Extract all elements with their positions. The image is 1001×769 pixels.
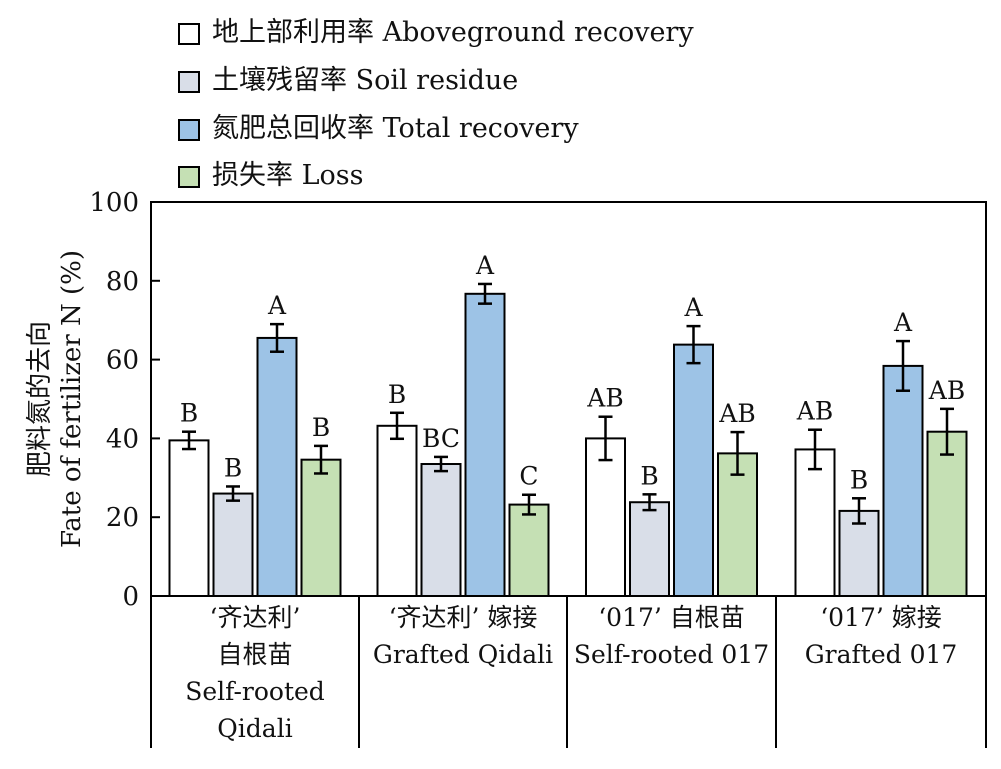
significance-letter: AB: [796, 397, 833, 426]
y-axis-title-cn: 肥料氮的去向: [25, 321, 55, 477]
bar: [420, 463, 462, 598]
bar: [212, 492, 254, 597]
significance-letter: A: [267, 291, 287, 320]
category-label: ‘齐达利’ 嫁接: [389, 603, 538, 632]
significance-letter: AB: [928, 376, 965, 405]
bar: [464, 292, 506, 597]
bar: [629, 501, 670, 597]
legend-label-soil-residue: 土壤残留率 Soil residue: [212, 65, 519, 96]
category-label: Qidali: [217, 714, 292, 743]
significance-letter: B: [312, 413, 330, 442]
bar: [168, 439, 210, 597]
y-tick-label: 20: [106, 503, 139, 533]
bar: [882, 364, 924, 597]
bar: [926, 430, 968, 597]
significance-letter: A: [683, 293, 703, 322]
legend-label-total-recovery: 氮肥总回收率 Total recovery: [212, 113, 579, 144]
legend-swatch-loss: [178, 166, 200, 188]
category-label: Grafted Qidali: [373, 640, 553, 669]
bar: [838, 509, 880, 597]
category-label: Grafted 017: [805, 640, 958, 669]
bar: [256, 336, 298, 597]
bar: [508, 503, 550, 598]
significance-letter: C: [519, 462, 538, 491]
category-label: ‘017’ 嫁接: [820, 603, 942, 632]
legend-swatch-total-recovery: [178, 119, 200, 141]
bar: [673, 343, 714, 597]
y-tick-label: 60: [106, 346, 139, 376]
category-label: 自根苗: [217, 640, 292, 669]
bar: [717, 452, 758, 598]
legend-label-loss: 损失率 Loss: [212, 160, 364, 191]
significance-letter: B: [640, 461, 658, 490]
significance-letter: B: [850, 465, 868, 494]
bar: [376, 424, 418, 597]
chart-labels: ‘齐达利’ 自根苗 Self-rooted Qidali ‘齐达利’ 嫁接 Grafted…: [180, 251, 965, 743]
y-tick-label: 100: [89, 188, 139, 218]
category-label: Self-rooted: [185, 677, 325, 706]
chart-bars: [168, 282, 968, 598]
legend-swatch-aboveground: [178, 23, 200, 45]
significance-letter: B: [388, 380, 406, 409]
legend-swatch-soil-residue: [178, 71, 200, 93]
significance-letter: BC: [422, 424, 460, 453]
bar: [300, 458, 342, 597]
category-label: Self-rooted 017: [574, 640, 769, 669]
y-tick-label: 80: [106, 267, 139, 297]
legend-label-aboveground: 地上部利用率 Aboveground recovery: [212, 17, 694, 48]
significance-letter: AB: [586, 384, 623, 413]
bar: [585, 437, 626, 597]
category-label: ‘017’ 自根苗: [598, 603, 745, 632]
y-tick-label: 0: [122, 582, 139, 612]
plot-frame: [150, 201, 987, 597]
significance-letter: A: [475, 251, 495, 280]
chart-axes: 0 20 40 60 80 100 肥料氮的去向 Fate of fertilizer N (…: [25, 188, 987, 748]
significance-letter: B: [224, 453, 242, 482]
significance-letter: B: [180, 399, 198, 428]
significance-letter: A: [893, 308, 913, 337]
y-tick-label: 40: [106, 424, 139, 454]
y-axis-title-en: Fate of fertilizer N (%): [57, 250, 87, 548]
category-label: ‘齐达利’: [210, 603, 301, 632]
bar: [794, 448, 836, 597]
significance-letter: AB: [718, 399, 755, 428]
